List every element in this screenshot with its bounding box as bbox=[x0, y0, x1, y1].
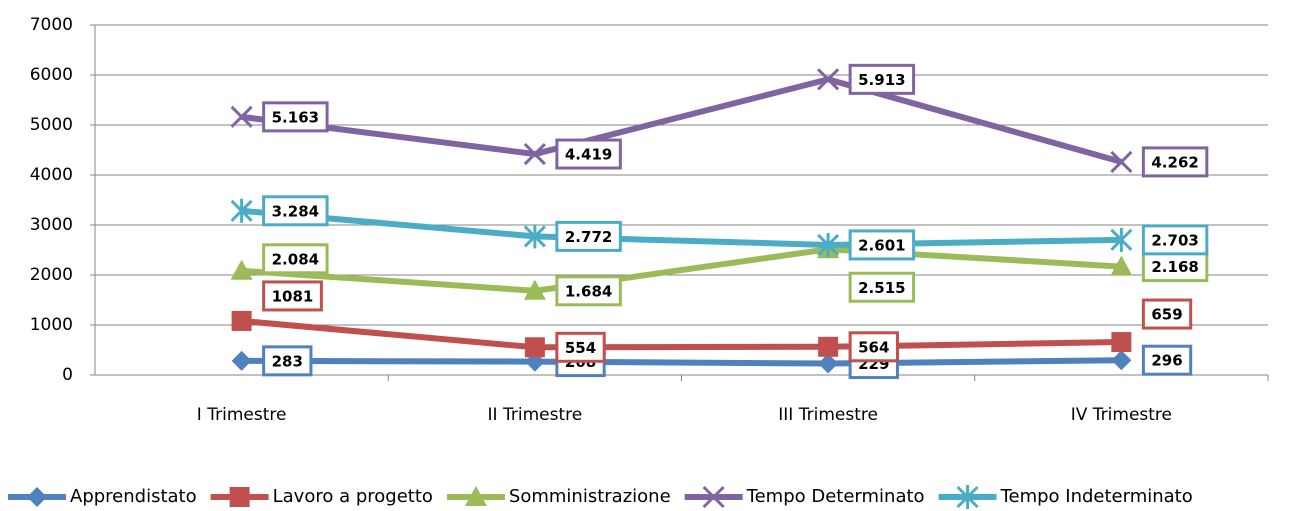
data-label-box bbox=[262, 101, 329, 133]
marker bbox=[230, 105, 253, 128]
data-label-box bbox=[555, 331, 606, 363]
marker bbox=[523, 279, 546, 300]
data-label: 2.703 bbox=[1151, 231, 1198, 249]
data-label: 659 bbox=[1151, 306, 1182, 324]
marker bbox=[817, 232, 840, 257]
data-label: 564 bbox=[858, 338, 889, 356]
marker bbox=[1110, 255, 1133, 276]
data-label-box bbox=[262, 280, 323, 312]
legend-label: Tempo Determinato bbox=[746, 486, 925, 507]
series-line bbox=[241, 207, 1122, 248]
data-label-box bbox=[1141, 298, 1193, 330]
legend-label: Tempo Indeterminato bbox=[1000, 486, 1193, 507]
x-tick-label: II Trimestre bbox=[488, 405, 583, 425]
legend-label: Somministrazione bbox=[509, 486, 671, 507]
marker bbox=[817, 68, 840, 91]
data-label: 4.262 bbox=[1151, 153, 1198, 171]
marker bbox=[27, 487, 47, 507]
marker bbox=[523, 224, 546, 249]
data-label: 5.913 bbox=[858, 71, 905, 89]
marker bbox=[956, 485, 979, 509]
y-tick-label: 2000 bbox=[30, 265, 73, 285]
data-label: 1081 bbox=[272, 287, 314, 305]
data-label-box bbox=[1141, 224, 1209, 256]
data-label-box bbox=[848, 271, 916, 303]
marker bbox=[1111, 332, 1132, 353]
series-line bbox=[241, 317, 1122, 351]
y-tick-label: 3000 bbox=[30, 215, 73, 235]
data-label-box bbox=[262, 195, 329, 227]
marker bbox=[231, 310, 252, 331]
marker bbox=[1111, 350, 1132, 371]
marker bbox=[1110, 227, 1133, 252]
data-label-box bbox=[848, 331, 899, 363]
data-label: 2.168 bbox=[1151, 258, 1198, 276]
data-label: 2.772 bbox=[565, 228, 612, 246]
y-tick-label: 1000 bbox=[30, 315, 73, 335]
data-label: 5.163 bbox=[272, 108, 319, 126]
x-tick-label: I Trimestre bbox=[197, 405, 287, 425]
data-label-box bbox=[262, 243, 329, 275]
data-label: 4.419 bbox=[565, 146, 612, 164]
data-label-box bbox=[848, 63, 916, 95]
legend-label: Apprendistato bbox=[70, 486, 197, 507]
marker bbox=[229, 487, 250, 507]
data-label-box bbox=[1141, 344, 1193, 376]
data-label-box bbox=[848, 229, 916, 261]
data-label-box bbox=[1141, 251, 1209, 283]
data-label: 1.684 bbox=[565, 282, 612, 300]
series-line bbox=[241, 357, 1122, 367]
marker bbox=[230, 198, 253, 223]
data-label-box bbox=[1141, 146, 1209, 178]
x-tick-label: IV Trimestre bbox=[1071, 405, 1172, 425]
marker bbox=[464, 486, 487, 506]
data-label: 554 bbox=[565, 339, 596, 357]
data-label-box bbox=[262, 345, 313, 377]
data-label: 2.084 bbox=[272, 250, 319, 268]
y-tick-label: 7000 bbox=[30, 15, 73, 35]
data-label: 2.515 bbox=[858, 279, 905, 297]
marker bbox=[523, 142, 546, 166]
data-label: 283 bbox=[272, 352, 303, 370]
y-tick-label: 6000 bbox=[30, 65, 73, 85]
series-line bbox=[241, 246, 1122, 294]
legend-label: Lavoro a progetto bbox=[273, 486, 433, 507]
y-tick-label: 0 bbox=[62, 365, 73, 385]
marker bbox=[702, 485, 725, 509]
marker bbox=[1110, 150, 1133, 173]
y-tick-label: 4000 bbox=[30, 165, 73, 185]
data-label: 3.284 bbox=[272, 202, 319, 220]
marker bbox=[818, 336, 839, 357]
y-tick-label: 5000 bbox=[30, 115, 73, 135]
data-label: 2.601 bbox=[858, 236, 905, 254]
data-label-box bbox=[555, 275, 622, 307]
x-tick-label: III Trimestre bbox=[778, 405, 878, 425]
data-label-box bbox=[555, 138, 622, 170]
data-label-box bbox=[555, 220, 622, 252]
marker bbox=[231, 350, 252, 371]
series-line bbox=[241, 76, 1123, 165]
marker bbox=[818, 353, 839, 374]
marker bbox=[230, 259, 253, 280]
data-label: 296 bbox=[1151, 352, 1182, 370]
marker bbox=[524, 337, 545, 358]
